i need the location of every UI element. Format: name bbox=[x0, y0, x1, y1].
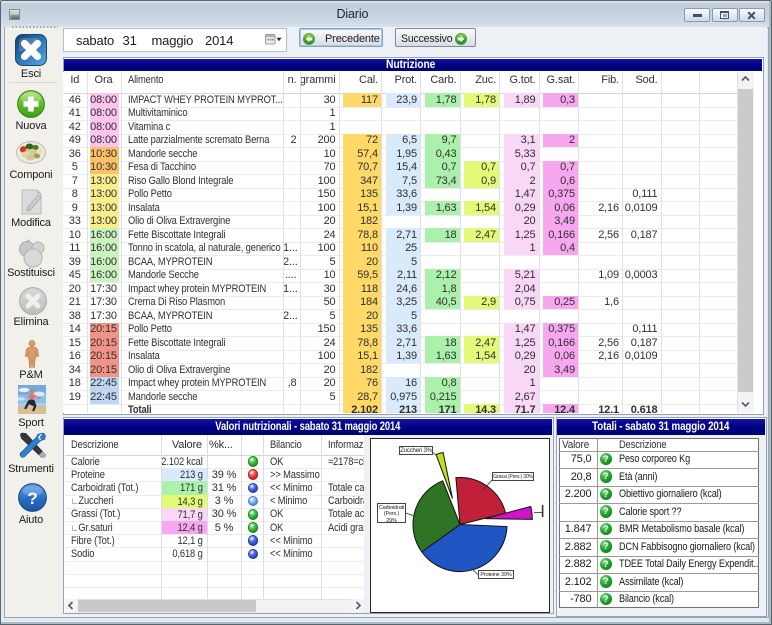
svg-text:?: ? bbox=[27, 489, 37, 508]
